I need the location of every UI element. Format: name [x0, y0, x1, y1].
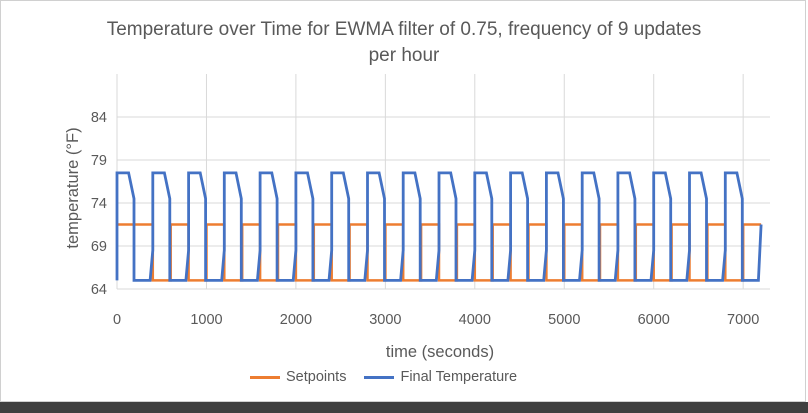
y-axis-title: temperature (°F) — [64, 127, 82, 248]
tick-labels: 64 69 74 79 84 0 1000 2000 3000 4000 5000 6000 7000 — [91, 110, 759, 328]
x-tick-label: 5000 — [548, 312, 580, 328]
x-tick-label: 7000 — [727, 312, 759, 328]
window-bottom-bar — [0, 402, 808, 413]
x-tick-label: 6000 — [638, 312, 670, 328]
legend-swatch-setpoints — [250, 375, 280, 379]
legend-item-setpoints: Setpoints — [250, 369, 346, 385]
series-line-final-temperature — [115, 171, 763, 282]
x-tick-label: 4000 — [459, 312, 491, 328]
x-axis-title: time (seconds) — [386, 343, 494, 361]
chart-title: Temperature over Time for EWMA filter of… — [106, 19, 702, 66]
legend-swatch-final-temperature — [364, 375, 395, 379]
legend-label-final-temperature: Final Temperature — [400, 369, 518, 385]
x-tick-label: 3000 — [369, 312, 401, 328]
y-tick-label: 74 — [91, 196, 107, 212]
legend: Setpoints Final Temperature — [250, 369, 535, 385]
x-tick-label: 2000 — [280, 312, 312, 328]
y-tick-label: 64 — [91, 282, 107, 298]
x-tick-label: 1000 — [190, 312, 222, 328]
legend-label-setpoints: Setpoints — [286, 369, 347, 385]
y-tick-label: 79 — [91, 153, 107, 169]
x-tick-label: 0 — [113, 312, 121, 328]
y-tick-label: 84 — [91, 110, 107, 126]
y-tick-label: 69 — [91, 239, 107, 255]
series-lines — [115, 171, 763, 282]
legend-item-final-temperature: Final Temperature — [364, 369, 517, 385]
